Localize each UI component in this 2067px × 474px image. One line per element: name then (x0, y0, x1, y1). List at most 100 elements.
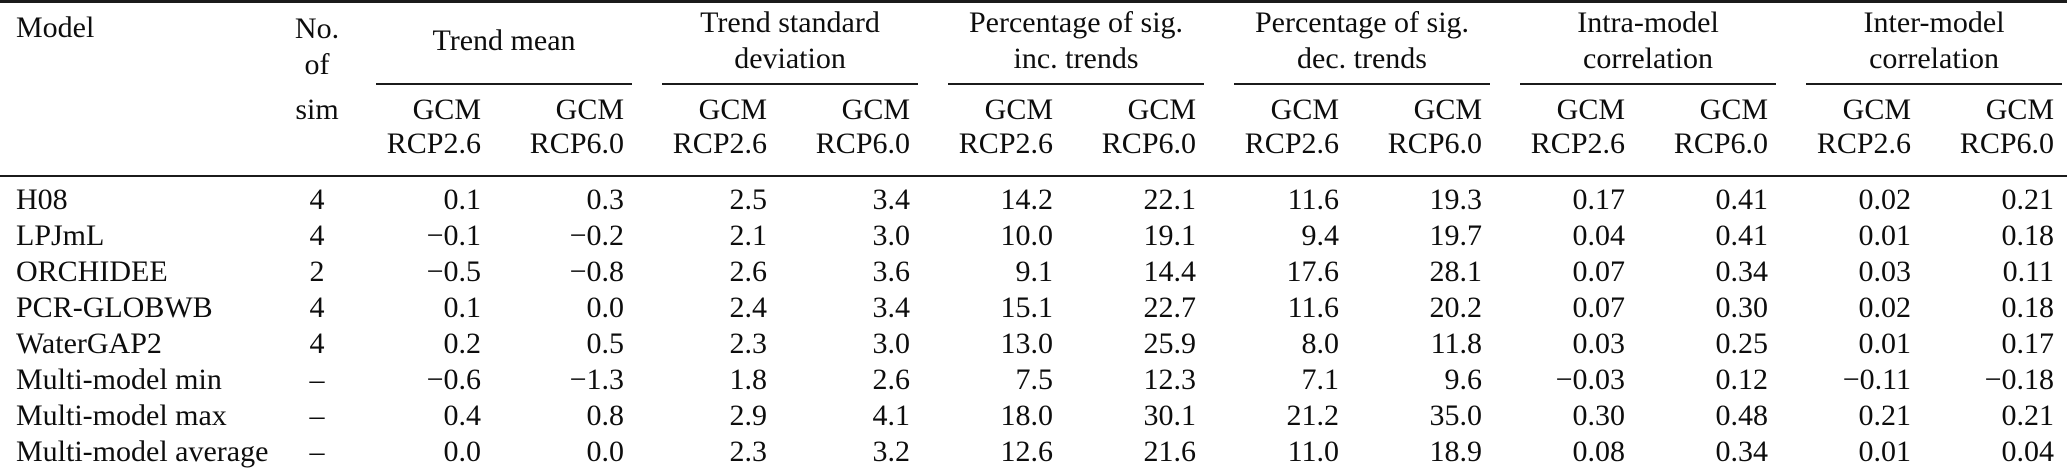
value-cell: 0.04 (2001, 435, 2055, 468)
value-cell: 3.6 (872, 255, 911, 288)
value-cell: 11.0 (1287, 435, 1340, 468)
model-name-cell: ORCHIDEE (16, 255, 168, 288)
value-cell: 18.0 (1000, 399, 1054, 432)
subheader-line: RCP2.6 (1816, 127, 1912, 160)
value-cell: 0.4 (443, 399, 482, 432)
value-cell: 11.6 (1287, 291, 1340, 324)
value-cell: 11.8 (1430, 327, 1483, 360)
sim-count-cell: 4 (309, 219, 325, 252)
value-cell: 0.17 (2001, 327, 2055, 360)
subheader-trend-mean-rcp60: GCM RCP6.0 (495, 85, 639, 177)
value-cell: 9.6 (1444, 363, 1483, 396)
value-cell: 0.18 (2001, 219, 2055, 252)
value-cell: 0.34 (1715, 255, 1769, 288)
value-cell: 9.1 (1015, 255, 1054, 288)
subheader-line: GCM (1270, 93, 1340, 126)
value-cell: 0.21 (2001, 399, 2055, 432)
value-cell: 0.02 (1858, 291, 1912, 324)
subheader-line: GCM (841, 93, 911, 126)
value-cell: 0.48 (1715, 399, 1769, 432)
value-cell: 2.1 (729, 219, 768, 252)
value-cell: 22.7 (1143, 291, 1197, 324)
value-cell: 0.0 (443, 435, 482, 468)
model-name-cell: Multi-model average (16, 435, 269, 468)
value-cell: 22.1 (1143, 183, 1197, 216)
group-label-line: inc. trends (1013, 42, 1139, 75)
header-line-no: No. (294, 12, 340, 45)
model-name-cell: LPJmL (16, 219, 105, 252)
value-cell: 9.4 (1301, 219, 1340, 252)
subheader-intra-corr-rcp26: GCM RCP2.6 (1496, 85, 1640, 177)
subheader-line: RCP6.0 (1101, 127, 1197, 160)
subheader-intra-corr-rcp60: GCM RCP6.0 (1639, 85, 1783, 177)
value-cell: 0.02 (1858, 183, 1912, 216)
column-header-no-of: No. of (282, 2, 352, 86)
value-cell: −0.2 (569, 219, 625, 252)
value-cell: 0.5 (586, 327, 625, 360)
value-cell: 4.1 (872, 399, 911, 432)
group-label-line: Percentage of sig. (968, 6, 1184, 39)
value-cell: 0.0 (586, 435, 625, 468)
value-cell: 3.0 (872, 327, 911, 360)
header-group-row: Model No. of Trend mean Trend standard d… (0, 1, 2067, 177)
value-cell: 3.0 (872, 219, 911, 252)
sim-count-cell: 4 (309, 327, 325, 360)
table-header: Model No. of Trend mean Trend standard d… (0, 1, 2067, 177)
sim-count-cell: 4 (309, 183, 325, 216)
table-body: H08 4 0.1 0.3 2.5 3.4 14.2 22.1 11.6 19.3 0.17 0.41… (0, 176, 2067, 474)
table-row: LPJmL 4 −0.1 −0.2 2.1 3.0 10.0 19.1 9.4 19.7 0.04 0… (0, 218, 2067, 254)
value-cell: 19.7 (1429, 219, 1483, 252)
value-cell: −0.18 (1984, 363, 2055, 396)
group-label-line: Percentage of sig. (1254, 6, 1470, 39)
group-label-line: Trend mean (432, 24, 576, 57)
value-cell: 3.4 (872, 183, 911, 216)
value-cell: −0.6 (426, 363, 481, 396)
value-cell: 0.08 (1572, 435, 1626, 468)
value-cell: 2.6 (872, 363, 911, 396)
table-row: H08 4 0.1 0.3 2.5 3.4 14.2 22.1 11.6 19.3 0.17 0.41… (0, 176, 2067, 218)
value-cell: 12.6 (1000, 435, 1054, 468)
subheader-line: RCP2.6 (386, 127, 481, 160)
value-cell: 0.11 (2002, 255, 2055, 288)
value-cell: −0.11 (1842, 363, 1912, 396)
value-cell: 2.4 (729, 291, 768, 324)
column-header-model: Model (0, 1, 282, 177)
subheader-inter-corr-rcp26: GCM RCP2.6 (1782, 85, 1926, 177)
model-name-cell: WaterGAP2 (16, 327, 162, 360)
subheader-line: GCM (698, 93, 768, 126)
subheader-line: RCP6.0 (1387, 127, 1483, 160)
header-line-of: of (304, 48, 330, 81)
group-header-pct-sig-dec: Percentage of sig. dec. trends (1210, 2, 1496, 85)
value-cell: 2.6 (729, 255, 768, 288)
value-cell: 0.03 (1572, 327, 1626, 360)
model-name-cell: PCR-GLOBWB (16, 291, 213, 324)
value-cell: 1.8 (729, 363, 768, 396)
subheader-pct-dec-rcp60: GCM RCP6.0 (1353, 85, 1497, 177)
value-cell: 25.9 (1143, 327, 1197, 360)
value-cell: 0.25 (1715, 327, 1769, 360)
group-header-pct-sig-inc: Percentage of sig. inc. trends (924, 2, 1210, 85)
value-cell: 13.0 (1000, 327, 1054, 360)
subheader-line: GCM (1556, 93, 1626, 126)
group-label-line: deviation (734, 42, 846, 75)
value-cell: −0.1 (426, 219, 481, 252)
subheader-pct-inc-rcp60: GCM RCP6.0 (1067, 85, 1211, 177)
value-cell: −0.8 (569, 255, 625, 288)
value-cell: 0.1 (443, 183, 482, 216)
table-row: WaterGAP2 4 0.2 0.5 2.3 3.0 13.0 25.9 8.0 11.8 0.0… (0, 326, 2067, 362)
value-cell: 19.3 (1429, 183, 1483, 216)
subheader-trend-mean-rcp26: GCM RCP2.6 (352, 85, 495, 177)
value-cell: −1.3 (569, 363, 625, 396)
model-name-cell: Multi-model min (16, 363, 222, 396)
subheader-line: RCP2.6 (958, 127, 1054, 160)
value-cell: 12.3 (1143, 363, 1197, 396)
value-cell: 18.9 (1429, 435, 1483, 468)
value-cell: 14.2 (1000, 183, 1054, 216)
value-cell: 0.01 (1858, 327, 1912, 360)
group-header-intra-model-corr: Intra-model correlation (1496, 2, 1782, 85)
value-cell: 0.30 (1715, 291, 1769, 324)
sim-count-cell: – (309, 363, 325, 396)
subheader-line: GCM (1413, 93, 1483, 126)
subheader-line: GCM (555, 93, 625, 126)
value-cell: 28.1 (1429, 255, 1483, 288)
